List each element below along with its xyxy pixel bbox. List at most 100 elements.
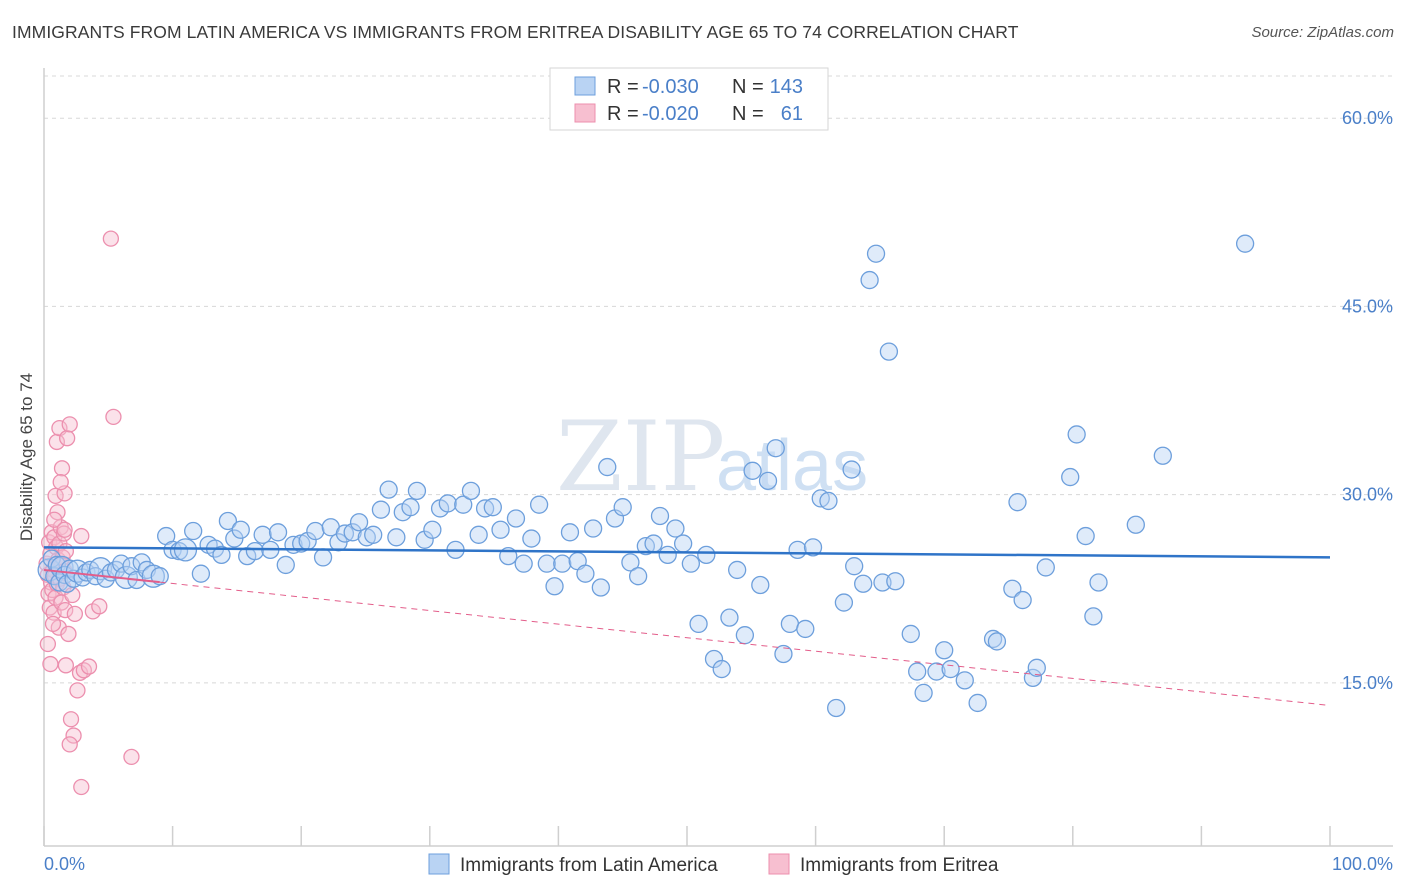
point-latin-america [364, 525, 383, 544]
point-latin-america [621, 553, 640, 572]
chart-title: IMMIGRANTS FROM LATIN AMERICA VS IMMIGRA… [12, 22, 1019, 42]
point-latin-america [1089, 573, 1108, 592]
point-latin-america [955, 671, 974, 690]
point-latin-america [1235, 234, 1255, 253]
point-eritrea [60, 625, 77, 643]
point-latin-america [766, 439, 785, 458]
point-latin-america [914, 683, 933, 703]
bottom-legend-swatch-eritrea [768, 853, 790, 875]
point-latin-america [819, 491, 838, 511]
point-eritrea [42, 655, 59, 673]
correlation-legend: R = -0.030 N = 143 R = -0.020 N = 61 [549, 67, 829, 131]
point-latin-america [598, 457, 617, 477]
point-latin-america [461, 481, 481, 501]
point-latin-america [253, 525, 272, 544]
point-latin-america [245, 541, 265, 561]
legend-r-value-2: -0.020 [642, 103, 699, 125]
point-latin-america [658, 545, 677, 565]
point-latin-america [268, 523, 288, 542]
point-latin-america [697, 545, 716, 565]
point-latin-america [1126, 515, 1145, 534]
x-tick-label-min: 0.0% [44, 854, 85, 874]
point-latin-america [834, 593, 854, 612]
point-latin-america [908, 662, 927, 681]
point-eritrea [44, 615, 62, 633]
point-eritrea [53, 460, 71, 477]
legend-n-label-1: N = [732, 76, 764, 98]
point-latin-america [387, 528, 406, 547]
point-latin-america [173, 538, 198, 562]
point-eritrea [102, 230, 120, 247]
point-latin-america [845, 557, 864, 576]
point-latin-america [1027, 658, 1046, 677]
legend-n-value-2: 61 [781, 103, 803, 125]
watermark: ZIP atlas [556, 401, 868, 513]
point-latin-america [866, 244, 886, 263]
source-label: Source: ZipAtlas.com [1251, 24, 1394, 41]
point-latin-america [689, 614, 708, 634]
point-latin-america [576, 564, 595, 583]
point-latin-america [644, 534, 663, 553]
legend-n-value-1: 143 [770, 76, 803, 98]
point-latin-america [1003, 579, 1022, 598]
point-latin-america [1153, 446, 1172, 465]
point-latin-america [860, 270, 879, 290]
y-axis-tick-labels: 15.0% 30.0% 45.0% 60.0% [1342, 108, 1393, 693]
trendline-latin-america [43, 546, 1331, 559]
point-eritrea [39, 635, 57, 653]
point-latin-america [1067, 425, 1086, 444]
bottom-legend-label-eritrea: Immigrants from Eritrea [800, 855, 999, 876]
point-latin-america [583, 519, 603, 538]
point-eritrea [123, 748, 140, 766]
point-eritrea [52, 473, 69, 491]
point-latin-america [935, 641, 954, 660]
point-latin-america [673, 534, 693, 553]
y-axis-title: Disability Age 65 to 74 [17, 373, 36, 541]
bottom-legend-label-latin-america: Immigrants from Latin America [460, 855, 718, 876]
point-eritrea [73, 527, 90, 545]
point-latin-america [276, 555, 295, 575]
point-latin-america [591, 578, 610, 597]
point-latin-america [349, 513, 369, 532]
point-latin-america [218, 511, 238, 531]
trendline-eritrea-solid [43, 568, 160, 584]
point-latin-america [842, 460, 861, 479]
point-eritrea [91, 598, 108, 615]
point-latin-america [780, 614, 800, 634]
point-eritrea [62, 711, 80, 728]
point-latin-america [927, 662, 946, 681]
point-latin-america [163, 540, 182, 560]
point-eritrea [58, 430, 76, 447]
point-latin-america [475, 499, 495, 518]
point-eritrea [66, 605, 84, 623]
point-latin-america [854, 574, 873, 593]
point-latin-america [438, 494, 457, 513]
y-tick-label: 15.0% [1342, 673, 1393, 693]
point-latin-america [968, 693, 987, 713]
point-latin-america [1008, 493, 1027, 512]
point-latin-america [423, 520, 442, 539]
point-latin-america [1076, 526, 1095, 546]
point-eritrea [57, 657, 75, 674]
point-latin-america [650, 506, 670, 526]
point-latin-america [522, 529, 541, 548]
point-eritrea [46, 511, 63, 528]
point-eritrea [69, 682, 86, 699]
legend-box [549, 67, 829, 131]
x-tick-label-max: 100.0% [1332, 854, 1393, 874]
point-latin-america [886, 572, 905, 591]
y-tick-label: 30.0% [1342, 485, 1393, 505]
point-latin-america [401, 498, 420, 517]
point-latin-america [758, 471, 778, 490]
point-latin-america [879, 342, 899, 361]
point-latin-america [1061, 467, 1080, 487]
point-latin-america [553, 554, 572, 573]
point-eritrea [105, 408, 122, 425]
series-eritrea [38, 230, 140, 796]
point-latin-america [483, 498, 502, 517]
point-eritrea [61, 736, 78, 753]
point-latin-america [343, 523, 362, 542]
point-latin-america [560, 523, 580, 542]
point-latin-america [371, 500, 391, 519]
